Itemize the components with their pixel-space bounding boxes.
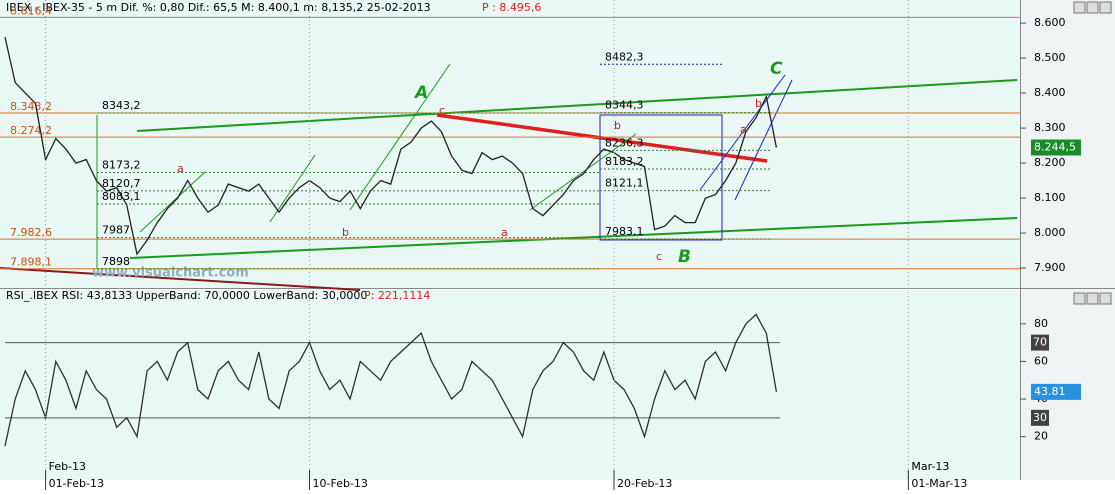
channel-line [139, 171, 206, 233]
last-value-box [1031, 139, 1081, 156]
x-tick-label: 20-Feb-13 [617, 477, 672, 490]
fib-label: 8343,2 [102, 99, 141, 112]
subwave-label: a [501, 226, 508, 239]
chart-title-price: P : 8.495,6 [482, 1, 541, 14]
channel-line [699, 74, 786, 191]
window-button[interactable] [1099, 292, 1112, 305]
window-button[interactable] [1099, 1, 1112, 14]
subwave-label: b [755, 97, 762, 110]
x-tick-label: 01-Mar-13 [911, 477, 967, 490]
fib-label: 8482,3 [605, 50, 644, 63]
fib-label: 7983,1 [605, 225, 644, 238]
fib-label: 8183,2 [605, 155, 644, 168]
y-tick-label: 20 [1034, 430, 1048, 443]
trend-line [436, 113, 768, 163]
fib-label: 7898 [102, 255, 130, 268]
subwave-label: a [177, 162, 184, 175]
y-tick-label: 8.400 [1034, 86, 1066, 99]
last-value-label: 43.81 [1034, 385, 1066, 398]
fib-label: 8173,2 [102, 158, 141, 171]
fib-label: 8236,3 [605, 136, 644, 149]
axis-panel [1020, 0, 1115, 480]
range-box [599, 114, 723, 241]
band-box [1031, 409, 1049, 426]
rsi-title-price: P: 221,1114 [364, 289, 430, 302]
fib-label: 8344,3 [605, 99, 644, 112]
y-tick-label: 60 [1034, 354, 1048, 367]
subwave-label: b [342, 226, 349, 239]
level-label: 8.616,4 [10, 4, 52, 17]
band-label: 30 [1033, 411, 1047, 424]
window-button[interactable] [1086, 292, 1099, 305]
subwave-label: c [439, 104, 445, 117]
price-panel [0, 0, 1020, 288]
month-label: Mar-13 [911, 460, 949, 473]
window-button[interactable] [1086, 1, 1099, 14]
subwave-label: b [614, 119, 621, 132]
channel-line [734, 79, 793, 201]
wave-label: A [413, 83, 428, 103]
window-button[interactable] [1073, 1, 1086, 14]
level-label: 8.343,2 [10, 100, 52, 113]
last-value-label: 8.244,5 [1034, 140, 1076, 153]
x-tick-label: 01-Feb-13 [49, 477, 104, 490]
band-box [1031, 334, 1049, 351]
y-tick-label: 8.500 [1034, 51, 1066, 64]
y-tick-label: 8.600 [1034, 16, 1066, 29]
rsi-title: RSI_.IBEX RSI: 43,8133 UpperBand: 70,000… [6, 289, 367, 302]
subwave-label: a [740, 123, 747, 136]
band-label: 70 [1033, 336, 1047, 349]
level-label: 7.898,1 [10, 256, 52, 269]
y-tick-label: 80 [1034, 317, 1048, 330]
wave-label: B [678, 247, 691, 267]
x-tick-label: 10-Feb-13 [313, 477, 368, 490]
y-tick-label: 8.000 [1034, 226, 1066, 239]
month-label: Feb-13 [49, 460, 86, 473]
fib-label: 8121,1 [605, 177, 644, 190]
rsi-panel [0, 290, 1020, 480]
last-value-box [1031, 383, 1081, 400]
y-tick-label: 7.900 [1034, 261, 1066, 274]
level-label: 7.982,6 [10, 226, 52, 239]
y-tick-label: 8.200 [1034, 156, 1066, 169]
y-tick-label: 8.100 [1034, 191, 1066, 204]
y-tick-label: 8.300 [1034, 121, 1066, 134]
price-line [4, 36, 778, 256]
subwave-label: c [656, 250, 662, 263]
fib-label: 7987 [102, 224, 130, 237]
price-line [4, 313, 778, 447]
level-label: 8.274,2 [10, 124, 52, 137]
trend-line [0, 267, 361, 291]
fib-label: 8120,7 [102, 177, 141, 190]
chart-title: IBEX - IBEX-35 - 5 m Dif. %: 0,80 Dif.: … [6, 1, 431, 14]
window-button[interactable] [1073, 292, 1086, 305]
trend-line [136, 79, 1018, 132]
wave-label: C [770, 59, 783, 79]
